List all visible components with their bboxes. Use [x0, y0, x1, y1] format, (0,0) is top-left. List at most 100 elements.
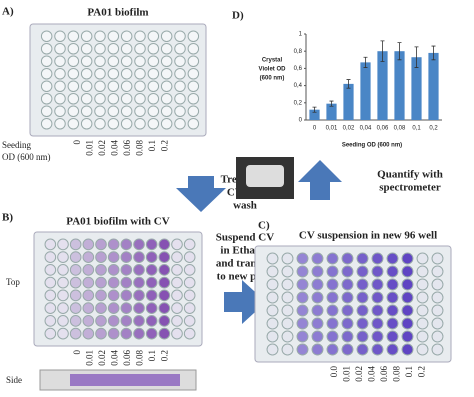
well	[296, 252, 309, 265]
well	[54, 118, 66, 130]
well	[145, 327, 158, 340]
well	[174, 80, 186, 92]
concentration-label: 0.08	[135, 350, 145, 366]
well	[296, 291, 309, 304]
bar	[377, 51, 388, 121]
well	[311, 330, 324, 343]
well	[107, 327, 120, 340]
well	[120, 93, 133, 105]
concentration-label: 0.08	[392, 366, 402, 382]
plate-side-photo	[70, 374, 180, 386]
well	[386, 291, 399, 304]
well	[120, 315, 133, 327]
well	[120, 276, 133, 289]
well	[107, 105, 120, 117]
well	[356, 317, 369, 330]
well	[80, 105, 93, 117]
well	[94, 30, 106, 42]
well	[371, 317, 384, 330]
panel-title: CV suspension in new 96 well	[299, 230, 437, 242]
well	[311, 343, 324, 356]
well	[44, 251, 57, 263]
error-bar	[397, 42, 402, 61]
well	[107, 315, 120, 327]
well	[94, 105, 106, 117]
well	[281, 330, 294, 343]
arrow	[176, 176, 226, 212]
well	[183, 289, 196, 302]
well	[187, 55, 200, 67]
well	[281, 343, 294, 356]
well	[44, 289, 57, 302]
well	[82, 289, 95, 302]
well	[67, 93, 80, 105]
well	[145, 264, 158, 276]
y-tick-label: 0	[299, 118, 303, 124]
x-tick-label: 0,02	[343, 126, 355, 132]
well	[371, 278, 384, 291]
well	[174, 30, 186, 42]
well	[158, 251, 171, 263]
well	[82, 251, 95, 263]
well	[401, 291, 414, 304]
well	[160, 93, 173, 105]
well	[266, 252, 279, 265]
well	[120, 68, 133, 80]
view-label: Side	[6, 375, 22, 385]
well	[57, 238, 69, 251]
well	[187, 80, 200, 92]
well	[95, 315, 107, 327]
well	[401, 265, 414, 278]
panel-title: PA01 biofilm	[87, 7, 148, 19]
well	[57, 276, 69, 289]
well	[54, 68, 66, 80]
well	[171, 302, 183, 314]
well	[171, 264, 183, 276]
well	[147, 55, 160, 67]
bar	[394, 51, 405, 121]
well	[187, 43, 200, 55]
well	[311, 252, 324, 265]
well	[40, 68, 53, 80]
concentration-label: 0.2	[417, 366, 427, 377]
well	[107, 93, 120, 105]
well	[386, 343, 399, 356]
concentration-label: 0	[72, 140, 82, 145]
well	[281, 278, 294, 291]
well	[356, 252, 369, 265]
well	[80, 68, 93, 80]
well	[431, 265, 444, 278]
well	[386, 304, 399, 317]
well	[80, 55, 93, 67]
well	[107, 238, 120, 251]
well	[311, 278, 324, 291]
well	[311, 291, 324, 304]
well	[160, 55, 173, 67]
well	[134, 68, 146, 80]
well	[341, 343, 354, 356]
well	[187, 93, 200, 105]
well	[401, 317, 414, 330]
well	[82, 238, 95, 251]
well	[174, 93, 186, 105]
well	[281, 291, 294, 304]
panel-label: B)	[2, 212, 13, 224]
well	[431, 330, 444, 343]
well	[44, 315, 57, 327]
well	[145, 238, 158, 251]
y-tick-label: 0,8	[294, 49, 303, 55]
x-tick-label: 0,08	[394, 126, 406, 132]
well	[341, 291, 354, 304]
well	[147, 68, 160, 80]
well	[158, 238, 171, 251]
axis-label: OD (600 nm)	[2, 152, 51, 162]
well	[145, 276, 158, 289]
well	[57, 289, 69, 302]
concentration-label: 0.04	[110, 140, 120, 156]
error-bar	[312, 106, 317, 113]
well	[133, 276, 145, 289]
concentration-label: 0.01	[85, 350, 95, 366]
well	[296, 278, 309, 291]
well	[356, 343, 369, 356]
